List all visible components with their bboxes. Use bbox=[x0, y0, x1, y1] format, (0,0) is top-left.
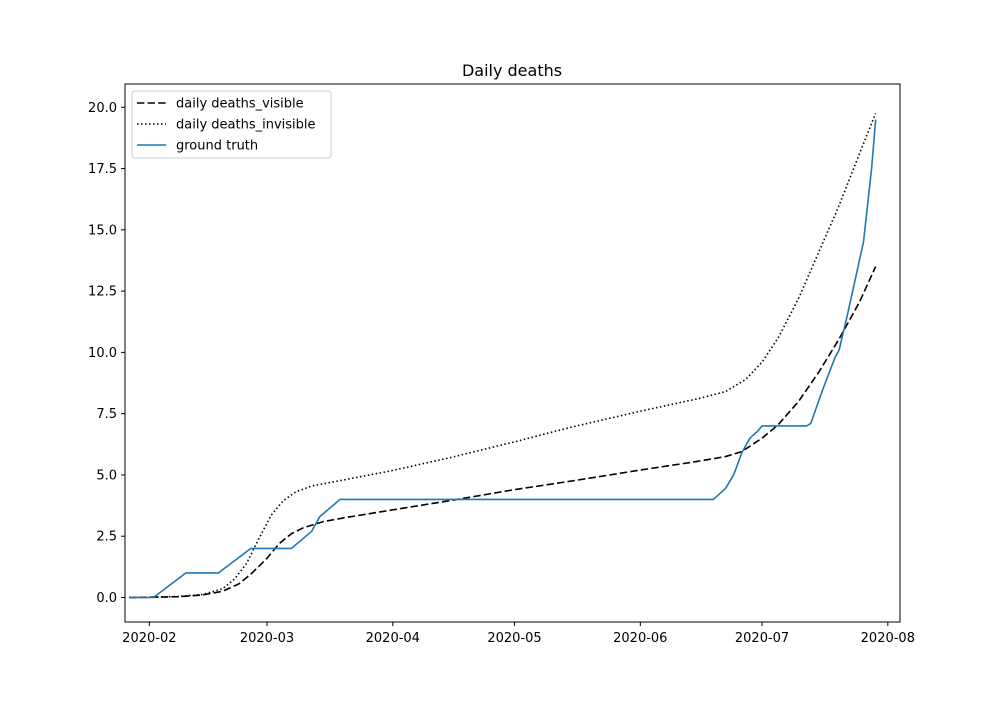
axes: 2020-02 2020-03 2020-04 2020-05 2020-06 2020-… bbox=[88, 83, 915, 646]
y-tick-label: 17.5 bbox=[88, 162, 117, 177]
x-tick-label: 2020-08 bbox=[861, 631, 915, 646]
series-line-daily-deaths-invisible bbox=[129, 113, 877, 599]
x-tick-label: 2020-04 bbox=[366, 631, 420, 646]
y-tick-label: 15.0 bbox=[88, 223, 117, 238]
y-tick-label: 10.0 bbox=[88, 346, 117, 361]
y-tick-label: 5.0 bbox=[96, 468, 117, 483]
y-tick-label: 0.0 bbox=[96, 591, 117, 606]
legend-box bbox=[131, 90, 332, 159]
series-line-daily-deaths-visible bbox=[129, 266, 877, 599]
x-tick-label: 2020-05 bbox=[487, 631, 541, 646]
legend-label: daily deaths_invisible bbox=[176, 118, 316, 133]
x-tick-label: 2020-07 bbox=[735, 631, 789, 646]
x-tick-label: 2020-02 bbox=[122, 631, 176, 646]
y-tick-label: 20.0 bbox=[88, 101, 117, 116]
chart-title: Daily deaths bbox=[462, 61, 562, 80]
plot-area bbox=[129, 113, 877, 599]
x-tick-label: 2020-03 bbox=[240, 631, 294, 646]
legend-label: daily deaths_visible bbox=[176, 97, 304, 112]
x-tick-label: 2020-06 bbox=[613, 631, 667, 646]
y-tick-label: 12.5 bbox=[88, 285, 117, 300]
y-tick-label: 7.5 bbox=[96, 407, 117, 422]
series-line-ground-truth bbox=[129, 119, 877, 599]
legend-label: ground truth bbox=[176, 139, 258, 154]
y-tick-label: 2.5 bbox=[96, 530, 117, 545]
plot-frame bbox=[124, 83, 901, 623]
